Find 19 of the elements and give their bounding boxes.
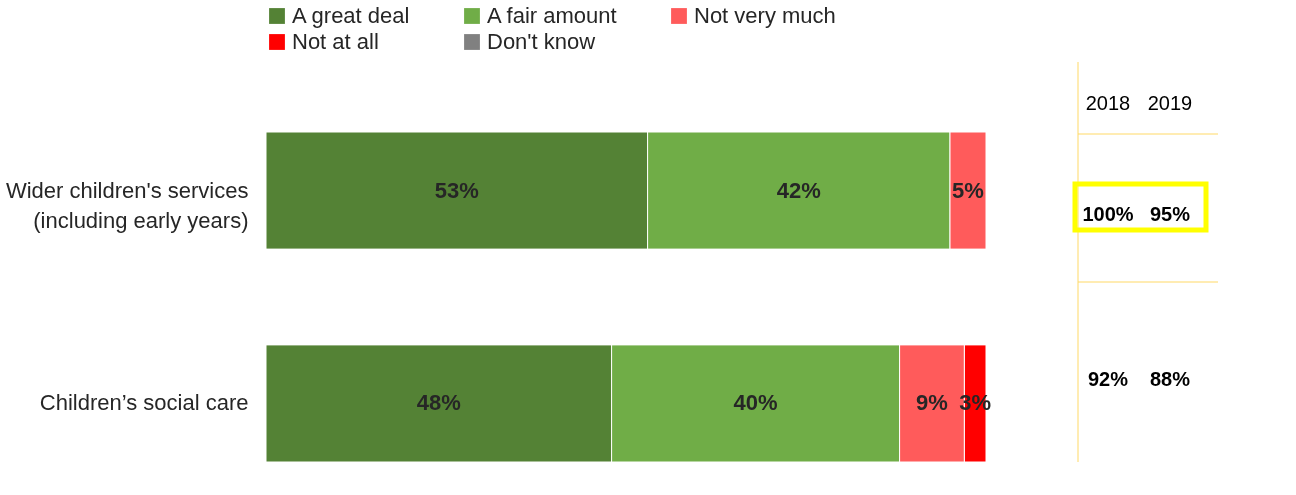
data-label: 40% xyxy=(733,390,778,416)
legend-label: Not at all xyxy=(292,29,379,54)
legend-label: A fair amount xyxy=(487,3,617,28)
text: 2019 xyxy=(1147,92,1193,114)
text: 92% xyxy=(1087,367,1129,390)
data-label: 9% xyxy=(916,390,948,416)
data-label: 53% xyxy=(434,177,479,203)
text: 2018 xyxy=(1085,92,1131,114)
legend-label: Not very much xyxy=(694,3,836,28)
data-label: 48% xyxy=(416,390,461,416)
data-label: 5% xyxy=(952,177,984,203)
legend-label: A great deal xyxy=(292,3,410,28)
text: 100% xyxy=(1082,202,1134,225)
data-label: 42% xyxy=(776,177,821,203)
legend-label: Don't know xyxy=(487,29,596,54)
y-tick-label: Wider children's services (including early years) xyxy=(5,177,249,233)
y-tick-label: Children’s social care xyxy=(39,390,249,416)
text: 88% xyxy=(1149,367,1191,390)
text: 95% xyxy=(1149,202,1191,225)
